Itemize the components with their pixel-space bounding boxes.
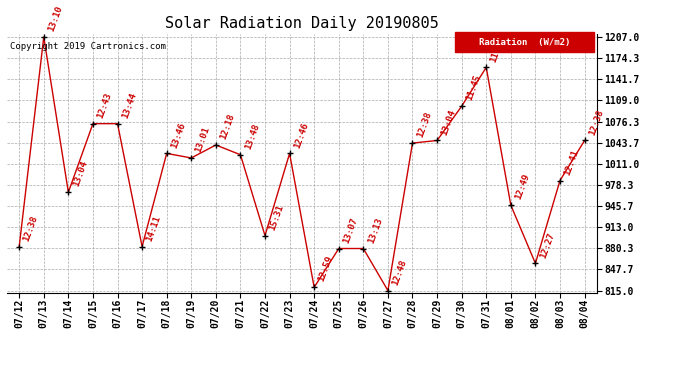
Text: 12:43: 12:43 bbox=[96, 91, 113, 120]
Title: Solar Radiation Daily 20190805: Solar Radiation Daily 20190805 bbox=[165, 16, 439, 31]
Text: 12:41: 12:41 bbox=[563, 148, 580, 176]
Text: 12:46: 12:46 bbox=[293, 121, 310, 149]
Text: 12:38: 12:38 bbox=[22, 214, 39, 242]
Text: 12:48: 12:48 bbox=[391, 258, 408, 286]
Text: 13:13: 13:13 bbox=[366, 216, 384, 244]
Text: 12:59: 12:59 bbox=[317, 255, 335, 283]
Text: 13:04: 13:04 bbox=[71, 160, 89, 188]
Text: 13:07: 13:07 bbox=[342, 216, 359, 244]
Text: 13:01: 13:01 bbox=[194, 126, 212, 154]
Text: 11:16: 11:16 bbox=[489, 35, 506, 63]
Text: 12:27: 12:27 bbox=[538, 231, 556, 259]
Text: 11:45: 11:45 bbox=[464, 74, 482, 102]
Text: 13:10: 13:10 bbox=[46, 4, 64, 33]
Text: 12:18: 12:18 bbox=[219, 112, 236, 141]
Text: 12:49: 12:49 bbox=[513, 172, 531, 201]
Text: 13:04: 13:04 bbox=[440, 108, 457, 136]
Text: 12:38: 12:38 bbox=[415, 111, 433, 139]
Text: 13:44: 13:44 bbox=[120, 91, 138, 120]
Text: 13:48: 13:48 bbox=[243, 122, 261, 150]
Text: 14:11: 14:11 bbox=[145, 214, 163, 242]
Text: Copyright 2019 Cartronics.com: Copyright 2019 Cartronics.com bbox=[10, 42, 166, 51]
Text: 12:38: 12:38 bbox=[587, 108, 605, 136]
Text: 13:46: 13:46 bbox=[170, 121, 187, 149]
FancyBboxPatch shape bbox=[455, 33, 594, 52]
Text: 15:31: 15:31 bbox=[268, 203, 286, 231]
Text: Radiation  (W/m2): Radiation (W/m2) bbox=[479, 38, 570, 46]
